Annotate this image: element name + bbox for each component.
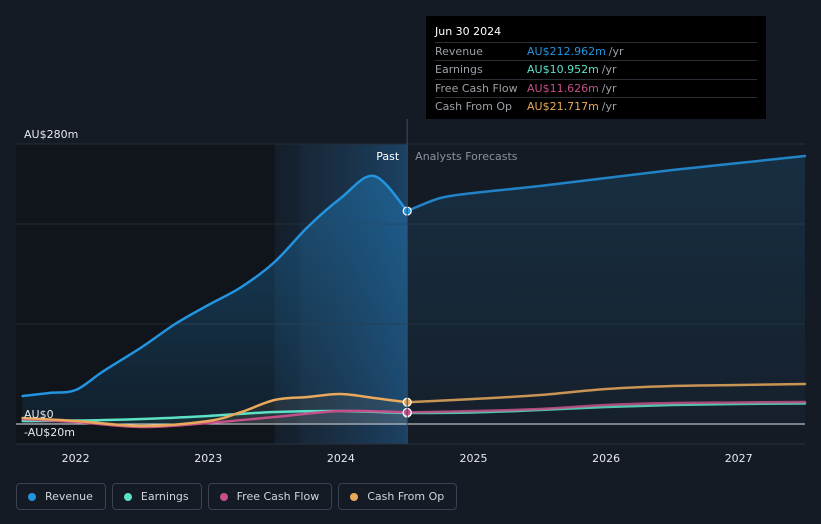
tooltip-date: Jun 30 2024 [435,25,502,38]
legend-label: Earnings [140,490,189,503]
tooltip-label: Free Cash Flow [435,81,518,95]
tooltip-value: AU$11.626m [527,81,599,95]
x-tick-label: 2022 [62,452,90,465]
legend-item-cash-from-op[interactable]: Cash From Op [338,483,458,510]
x-tick-label: 2027 [725,452,753,465]
x-tick-label: 2024 [327,452,355,465]
tooltip-value: AU$212.962m [527,44,606,58]
legend-item-earnings[interactable]: Earnings [111,483,202,510]
legend-item-free-cash-flow[interactable]: Free Cash Flow [207,483,333,510]
tooltip-row-free-cash-flow: Free Cash Flow AU$11.626m /yr [435,78,757,98]
revenue-forecast-area [407,156,805,424]
legend-label: Free Cash Flow [236,490,320,503]
legend-dot-icon [219,492,228,501]
tooltip-row-cash-from-op: Cash From Op AU$21.717m /yr [435,97,757,116]
tooltip-row-revenue: Revenue AU$212.962m /yr [435,41,757,61]
tooltip-unit: /yr [601,100,617,113]
x-tick-label: 2026 [592,452,620,465]
tooltip-unit: /yr [601,63,617,76]
legend-label: Cash From Op [367,490,445,503]
revenue-past-line [21,174,409,398]
y-tick-label: AU$0 [24,408,54,421]
legend-item-revenue[interactable]: Revenue [16,483,106,510]
cash-from-op-past-area [22,393,408,426]
tooltip-unit: /yr [601,81,617,95]
legend-dot-icon [28,492,36,501]
x-tick-label: 2025 [459,452,487,465]
y-tick-label: AU$280m [24,128,78,141]
free-cash-flow-forecast-line [405,400,807,414]
tooltip-row-earnings: Earnings AU$10.952m /yr [435,60,757,79]
tooltip-unit: /yr [608,44,624,58]
tooltip-label: Earnings [435,63,483,76]
legend: Revenue Earnings Free Cash Flow Cash Fro… [16,483,458,510]
revenue-forecast-line [405,154,807,213]
cash-from-op-forecast-line [405,382,807,404]
tooltip-value: AU$21.717m [527,100,599,113]
free-cash-flow-past-area [22,410,408,428]
cash-from-op-past-line [21,392,409,428]
tooltip-label: Cash From Op [435,100,513,113]
earnings-forecast-line [405,402,807,415]
legend-dot-icon [350,492,359,501]
past-label: Past [376,150,400,163]
legend-label: Revenue [45,490,93,503]
tooltip: Jun 30 2024 Revenue AU$212.962m /yr Earn… [426,16,766,119]
tooltip-value: AU$10.952m [527,63,599,76]
legend-dot-icon [123,492,132,501]
x-tick-label: 2023 [194,452,222,465]
forecast-label: Analysts Forecasts [415,150,518,163]
y-tick-label: -AU$20m [24,426,75,439]
tooltip-label: Revenue [435,44,483,58]
